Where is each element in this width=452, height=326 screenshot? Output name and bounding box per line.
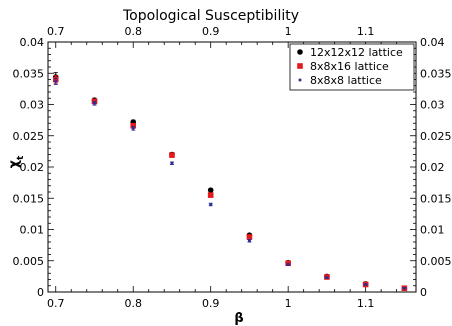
x-axis-label: β: [234, 311, 243, 326]
y-axis-label-subscript: t: [16, 155, 26, 160]
data-point: [170, 161, 174, 165]
y-tick-label-right: 0: [420, 286, 427, 299]
y-tick-label-left: 0.01: [20, 224, 45, 237]
series-1: [52, 72, 408, 292]
data-point: [247, 239, 251, 243]
y-tick-label-left: 0.005: [13, 255, 45, 268]
y-tick-label-right: 0.015: [420, 192, 452, 205]
data-point: [54, 79, 58, 83]
y-tick-label-left: 0: [37, 286, 44, 299]
x-tick-label-top: 0.7: [47, 25, 65, 38]
y-tick-label-left: 0.035: [13, 67, 45, 80]
data-point: [131, 126, 135, 130]
data-point: [364, 283, 368, 286]
y-tick-label-right: 0.03: [420, 99, 445, 112]
data-point: [402, 286, 406, 290]
y-tick-label-left: 0.015: [13, 192, 45, 205]
legend-label: 8x8x16 lattice: [310, 60, 389, 73]
y-tick-label-right: 0.005: [420, 255, 452, 268]
x-tick-label-bottom: 0.8: [124, 297, 142, 310]
data-marks: [52, 72, 408, 292]
data-point: [286, 263, 290, 266]
data-point: [207, 192, 214, 198]
series-3: [53, 77, 407, 290]
data-point: [92, 101, 96, 105]
x-tick-label-bottom: 1.1: [357, 297, 375, 310]
x-tick-label-top: 0.9: [202, 25, 220, 38]
y-axis-label: χt: [7, 155, 26, 168]
y-tick-label-left: 0.04: [20, 36, 45, 49]
legend-label: 12x12x12 lattice: [310, 46, 403, 59]
y-axis-label-main: χ: [7, 159, 22, 168]
data-point: [209, 203, 213, 206]
axes: 0.7 0.7 0.8 0.8 0.9 0.9 1 1 1.1 1.1 0 0 0.005 0.005 0.…: [13, 25, 452, 310]
series-2: [52, 75, 408, 292]
y-tick-label-left: 0.025: [13, 130, 45, 143]
x-tick-label-bottom: 1: [285, 297, 292, 310]
legend-marker: [298, 78, 302, 82]
y-tick-label-right: 0.02: [420, 161, 445, 174]
y-tick-label-right: 0.04: [420, 36, 445, 49]
y-tick-label-left: 0.02: [20, 161, 45, 174]
x-tick-label-bottom: 0.9: [202, 297, 220, 310]
data-point: [207, 187, 214, 193]
data-point: [130, 122, 137, 129]
legend-marker: [297, 49, 303, 55]
data-point: [169, 152, 175, 158]
data-point: [325, 276, 329, 280]
y-tick-label-left: 0.03: [20, 99, 45, 112]
x-tick-label-bottom: 0.7: [47, 297, 65, 310]
x-tick-label-top: 1.1: [357, 25, 375, 38]
chart-title: Topological Susceptibility: [122, 8, 299, 24]
y-tick-label-right: 0.025: [420, 130, 452, 143]
data-point: [246, 234, 253, 240]
x-tick-label-top: 1: [285, 25, 292, 38]
x-tick-label-top: 0.8: [124, 25, 142, 38]
legend-label: 8x8x8 lattice: [310, 74, 382, 87]
y-tick-label-right: 0.01: [420, 224, 445, 237]
legend-box: [289, 43, 415, 91]
y-tick-label-right: 0.035: [420, 67, 452, 80]
legend-marker: [297, 63, 303, 69]
